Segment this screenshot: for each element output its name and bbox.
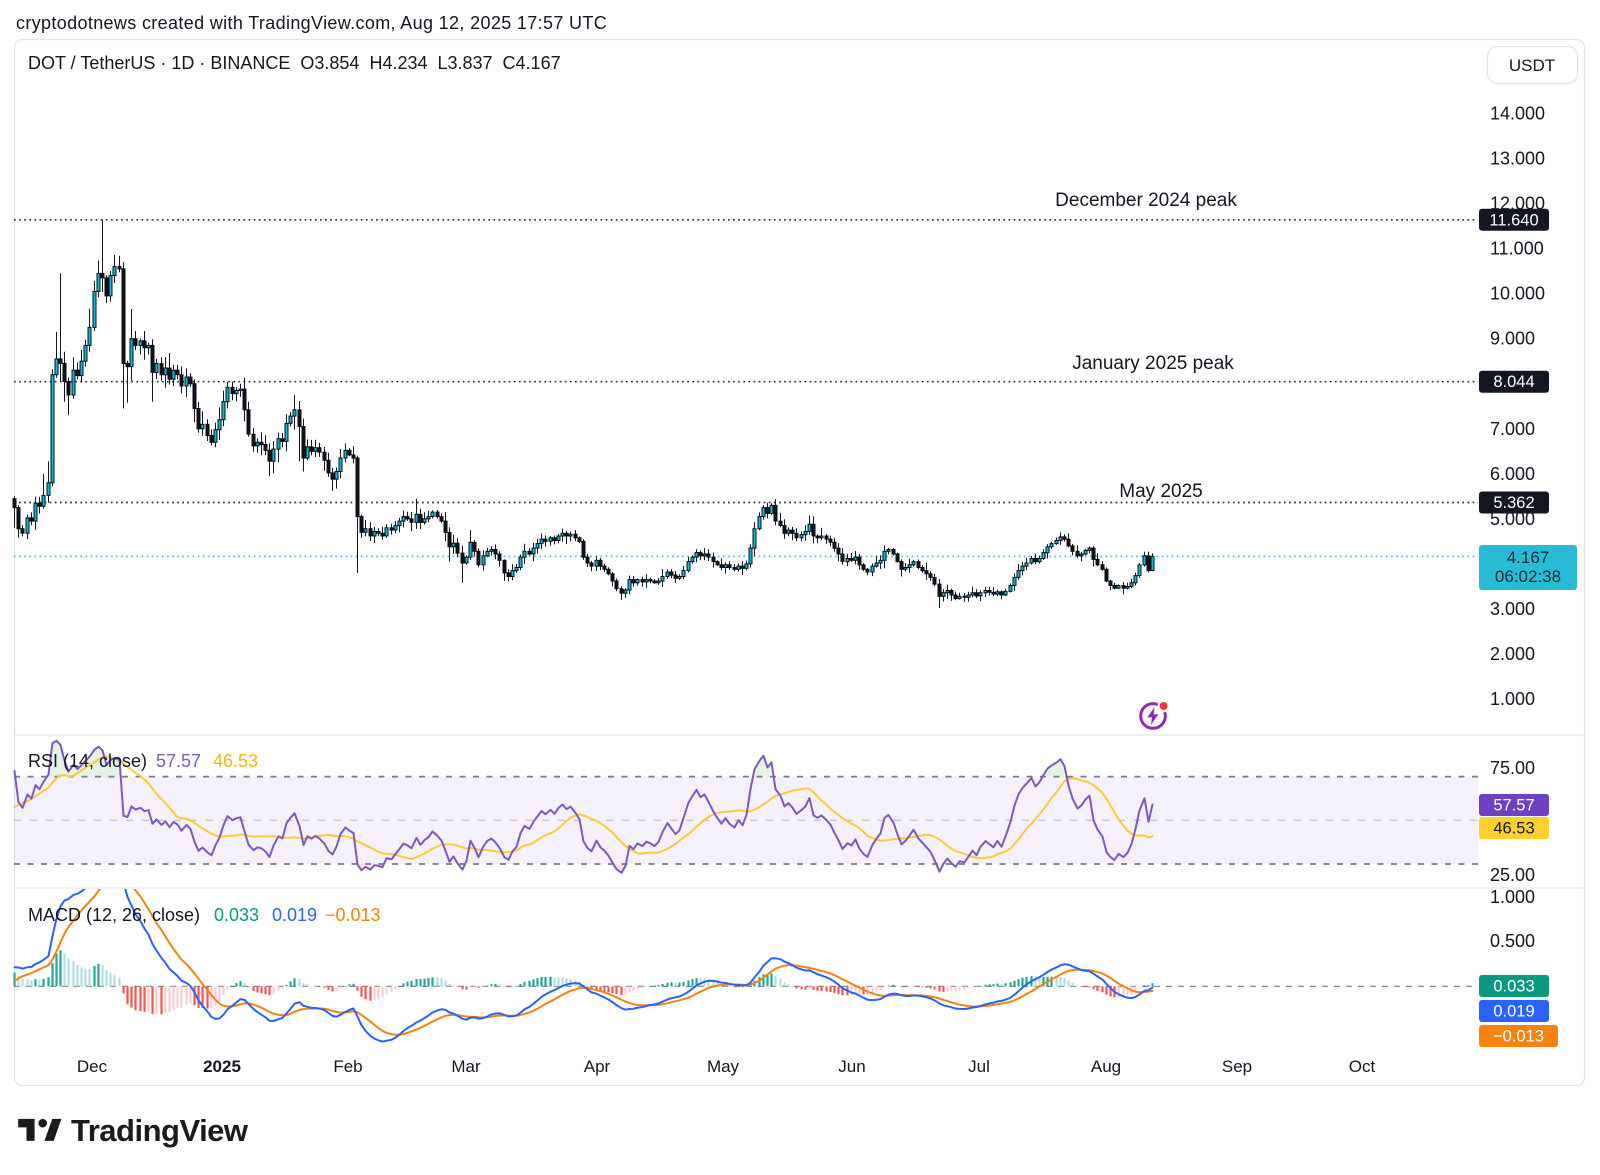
svg-text:46.53: 46.53 [213, 751, 258, 771]
svg-text:Dec: Dec [77, 1057, 108, 1076]
svg-text:2025: 2025 [203, 1057, 241, 1076]
svg-text:January 2025 peak: January 2025 peak [1072, 353, 1234, 374]
svg-text:7.000: 7.000 [1490, 419, 1535, 439]
svg-text:cryptodotnews created with Tra: cryptodotnews created with TradingView.c… [16, 13, 607, 33]
svg-text:12.000: 12.000 [1490, 194, 1545, 214]
svg-text:5.000: 5.000 [1490, 509, 1535, 529]
svg-text:0.019: 0.019 [1493, 1003, 1534, 1021]
svg-text:Aug: Aug [1091, 1057, 1121, 1076]
svg-text:46.53: 46.53 [1493, 820, 1534, 838]
svg-text:25.00: 25.00 [1490, 865, 1535, 885]
svg-text:14.000: 14.000 [1490, 104, 1545, 124]
svg-text:−0.013: −0.013 [325, 905, 381, 925]
svg-text:Mar: Mar [451, 1057, 481, 1076]
svg-text:0.500: 0.500 [1490, 931, 1535, 951]
svg-text:8.044: 8.044 [1493, 373, 1534, 391]
svg-text:06:02:38: 06:02:38 [1495, 567, 1561, 586]
svg-text:75.00: 75.00 [1490, 758, 1535, 778]
svg-text:Oct: Oct [1349, 1057, 1376, 1076]
svg-text:Feb: Feb [333, 1057, 362, 1076]
svg-text:9.000: 9.000 [1490, 329, 1535, 349]
svg-text:5.362: 5.362 [1493, 494, 1534, 512]
svg-text:0.033: 0.033 [214, 905, 259, 925]
svg-text:RSI (14, close): RSI (14, close) [28, 751, 147, 771]
svg-text:December 2024 peak: December 2024 peak [1055, 190, 1237, 211]
svg-text:10.000: 10.000 [1490, 284, 1545, 304]
svg-text:6.000: 6.000 [1490, 464, 1535, 484]
svg-text:3.000: 3.000 [1490, 599, 1535, 619]
svg-text:0.033: 0.033 [1493, 978, 1534, 996]
svg-text:1.000: 1.000 [1490, 689, 1535, 709]
svg-text:4.167: 4.167 [1507, 548, 1550, 567]
svg-text:11.000: 11.000 [1490, 239, 1544, 259]
svg-text:0.019: 0.019 [272, 905, 317, 925]
svg-text:11.640: 11.640 [1489, 211, 1538, 229]
svg-text:TradingView: TradingView [71, 1113, 249, 1148]
svg-text:May 2025: May 2025 [1119, 481, 1202, 502]
svg-text:57.57: 57.57 [1493, 797, 1534, 815]
svg-text:May: May [707, 1057, 740, 1076]
svg-text:Sep: Sep [1222, 1057, 1252, 1076]
svg-text:57.57: 57.57 [156, 751, 201, 771]
svg-text:13.000: 13.000 [1490, 149, 1545, 169]
svg-text:−0.013: −0.013 [1493, 1028, 1544, 1046]
svg-text:MACD (12, 26, close): MACD (12, 26, close) [28, 905, 200, 925]
svg-text:Apr: Apr [584, 1057, 611, 1076]
svg-text:1.000: 1.000 [1490, 887, 1535, 907]
svg-text:Jul: Jul [968, 1057, 990, 1076]
svg-text:DOT / TetherUS · 1D · BINANCE: DOT / TetherUS · 1D · BINANCE O3.854 H4.… [28, 53, 561, 73]
svg-text:Jun: Jun [838, 1057, 865, 1076]
svg-text:2.000: 2.000 [1490, 644, 1535, 664]
svg-text:USDT: USDT [1509, 56, 1555, 75]
